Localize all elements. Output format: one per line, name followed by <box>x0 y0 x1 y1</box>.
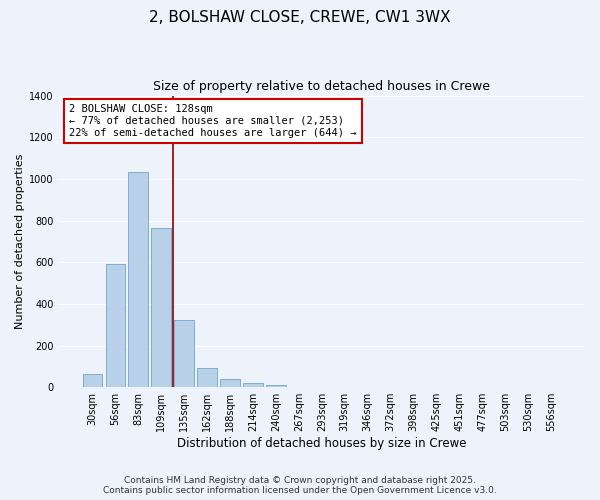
Bar <box>83 374 102 387</box>
Bar <box>266 385 286 387</box>
Y-axis label: Number of detached properties: Number of detached properties <box>15 154 25 329</box>
Text: 2, BOLSHAW CLOSE, CREWE, CW1 3WX: 2, BOLSHAW CLOSE, CREWE, CW1 3WX <box>149 10 451 25</box>
Bar <box>106 264 125 387</box>
Bar <box>128 172 148 387</box>
Bar <box>220 379 240 387</box>
Title: Size of property relative to detached houses in Crewe: Size of property relative to detached ho… <box>154 80 490 93</box>
Bar <box>197 368 217 387</box>
Text: 2 BOLSHAW CLOSE: 128sqm
← 77% of detached houses are smaller (2,253)
22% of semi: 2 BOLSHAW CLOSE: 128sqm ← 77% of detache… <box>69 104 356 138</box>
Bar <box>175 320 194 387</box>
X-axis label: Distribution of detached houses by size in Crewe: Distribution of detached houses by size … <box>177 437 467 450</box>
Text: Contains HM Land Registry data © Crown copyright and database right 2025.
Contai: Contains HM Land Registry data © Crown c… <box>103 476 497 495</box>
Bar <box>243 383 263 387</box>
Bar <box>151 228 171 387</box>
